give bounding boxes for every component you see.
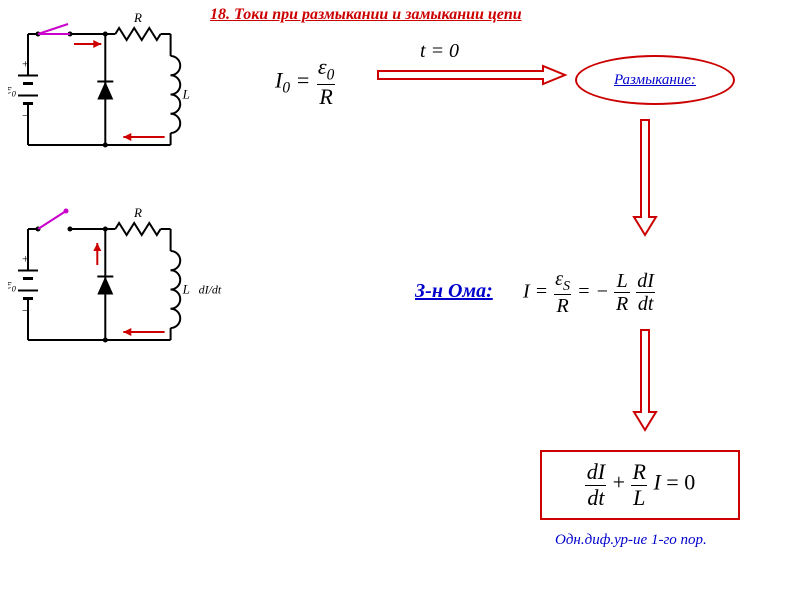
svg-text:dI/dt: dI/dt (199, 283, 222, 297)
svg-text:R: R (133, 205, 142, 220)
svg-text:ε₀: ε₀ (8, 83, 17, 98)
svg-text:+: + (22, 57, 29, 71)
svg-text:−: − (22, 304, 29, 318)
svg-text:L: L (182, 282, 190, 297)
caption-ode: Одн.диф.ур-ие 1-го пор. (555, 532, 707, 549)
svg-text:−: − (22, 109, 29, 123)
svg-text:+: + (22, 252, 29, 266)
circuit-1: + −ε₀ R L (8, 0, 228, 180)
formula-boxed: dIdt + RL I = 0 (540, 450, 740, 520)
svg-text:R: R (133, 10, 142, 25)
svg-text:ε₀: ε₀ (8, 278, 17, 293)
formula-boxed-content: dIdt + RL I = 0 (585, 460, 695, 509)
circuit-2: + −ε₀ R LdI/dt (8, 195, 248, 375)
svg-text:L: L (182, 87, 190, 102)
